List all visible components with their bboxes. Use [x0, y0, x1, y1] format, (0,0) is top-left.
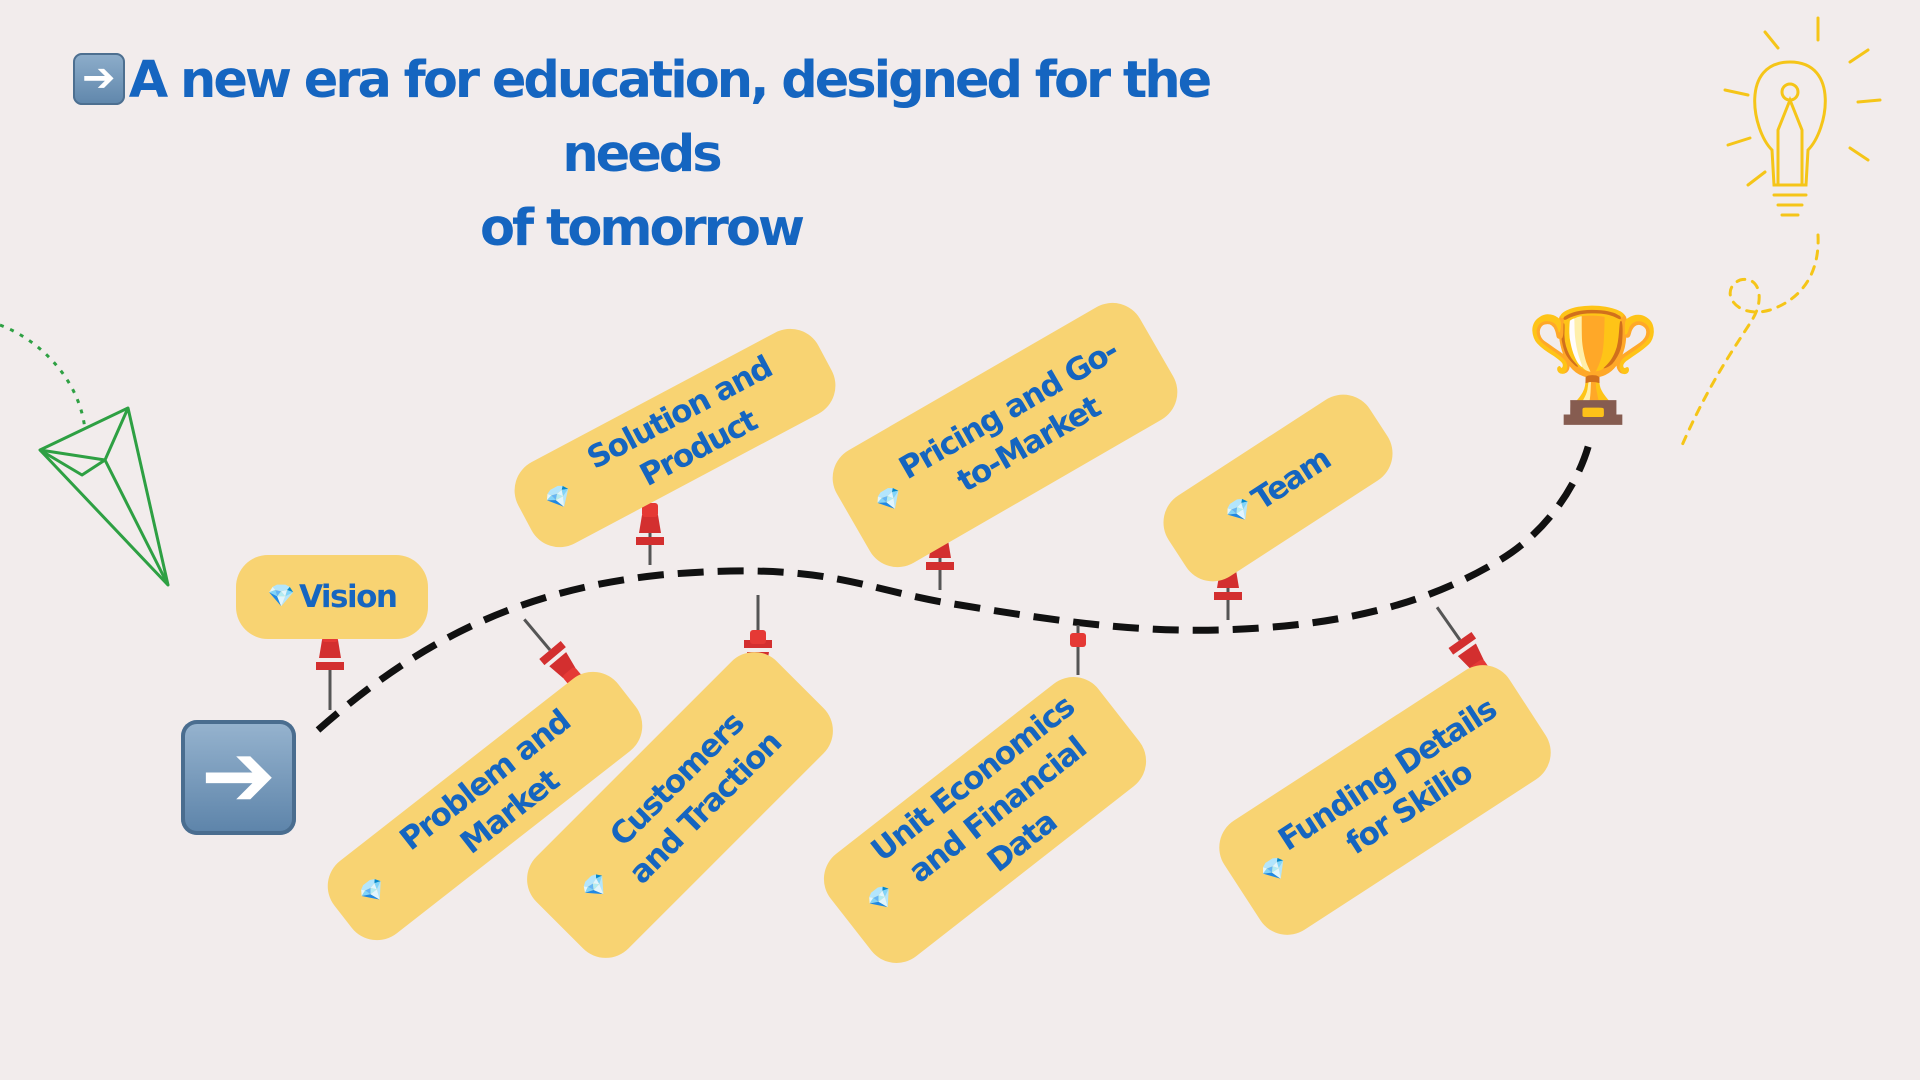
gem-icon: 💎 [267, 584, 295, 609]
dotted-arc [0, 323, 87, 431]
pushpin-icon [316, 628, 344, 710]
right-arrow-icon: ➔ [72, 53, 125, 105]
pushpin-icon [636, 503, 664, 565]
paper-plane-icon [38, 406, 170, 587]
page-title: ➔ A new era for education, designed for t… [16, 44, 1266, 266]
label-vision: 💎 Vision [236, 555, 428, 639]
start-arrow-icon: ➔ [181, 720, 296, 835]
roadmap-path [315, 439, 1594, 733]
light-bulb-icon [1678, 16, 1882, 452]
trophy-icon: 🏆 [1525, 301, 1662, 429]
title-line-1: A new era for education, designed for th… [128, 51, 1212, 184]
title-line-2: of tomorrow [479, 199, 805, 258]
